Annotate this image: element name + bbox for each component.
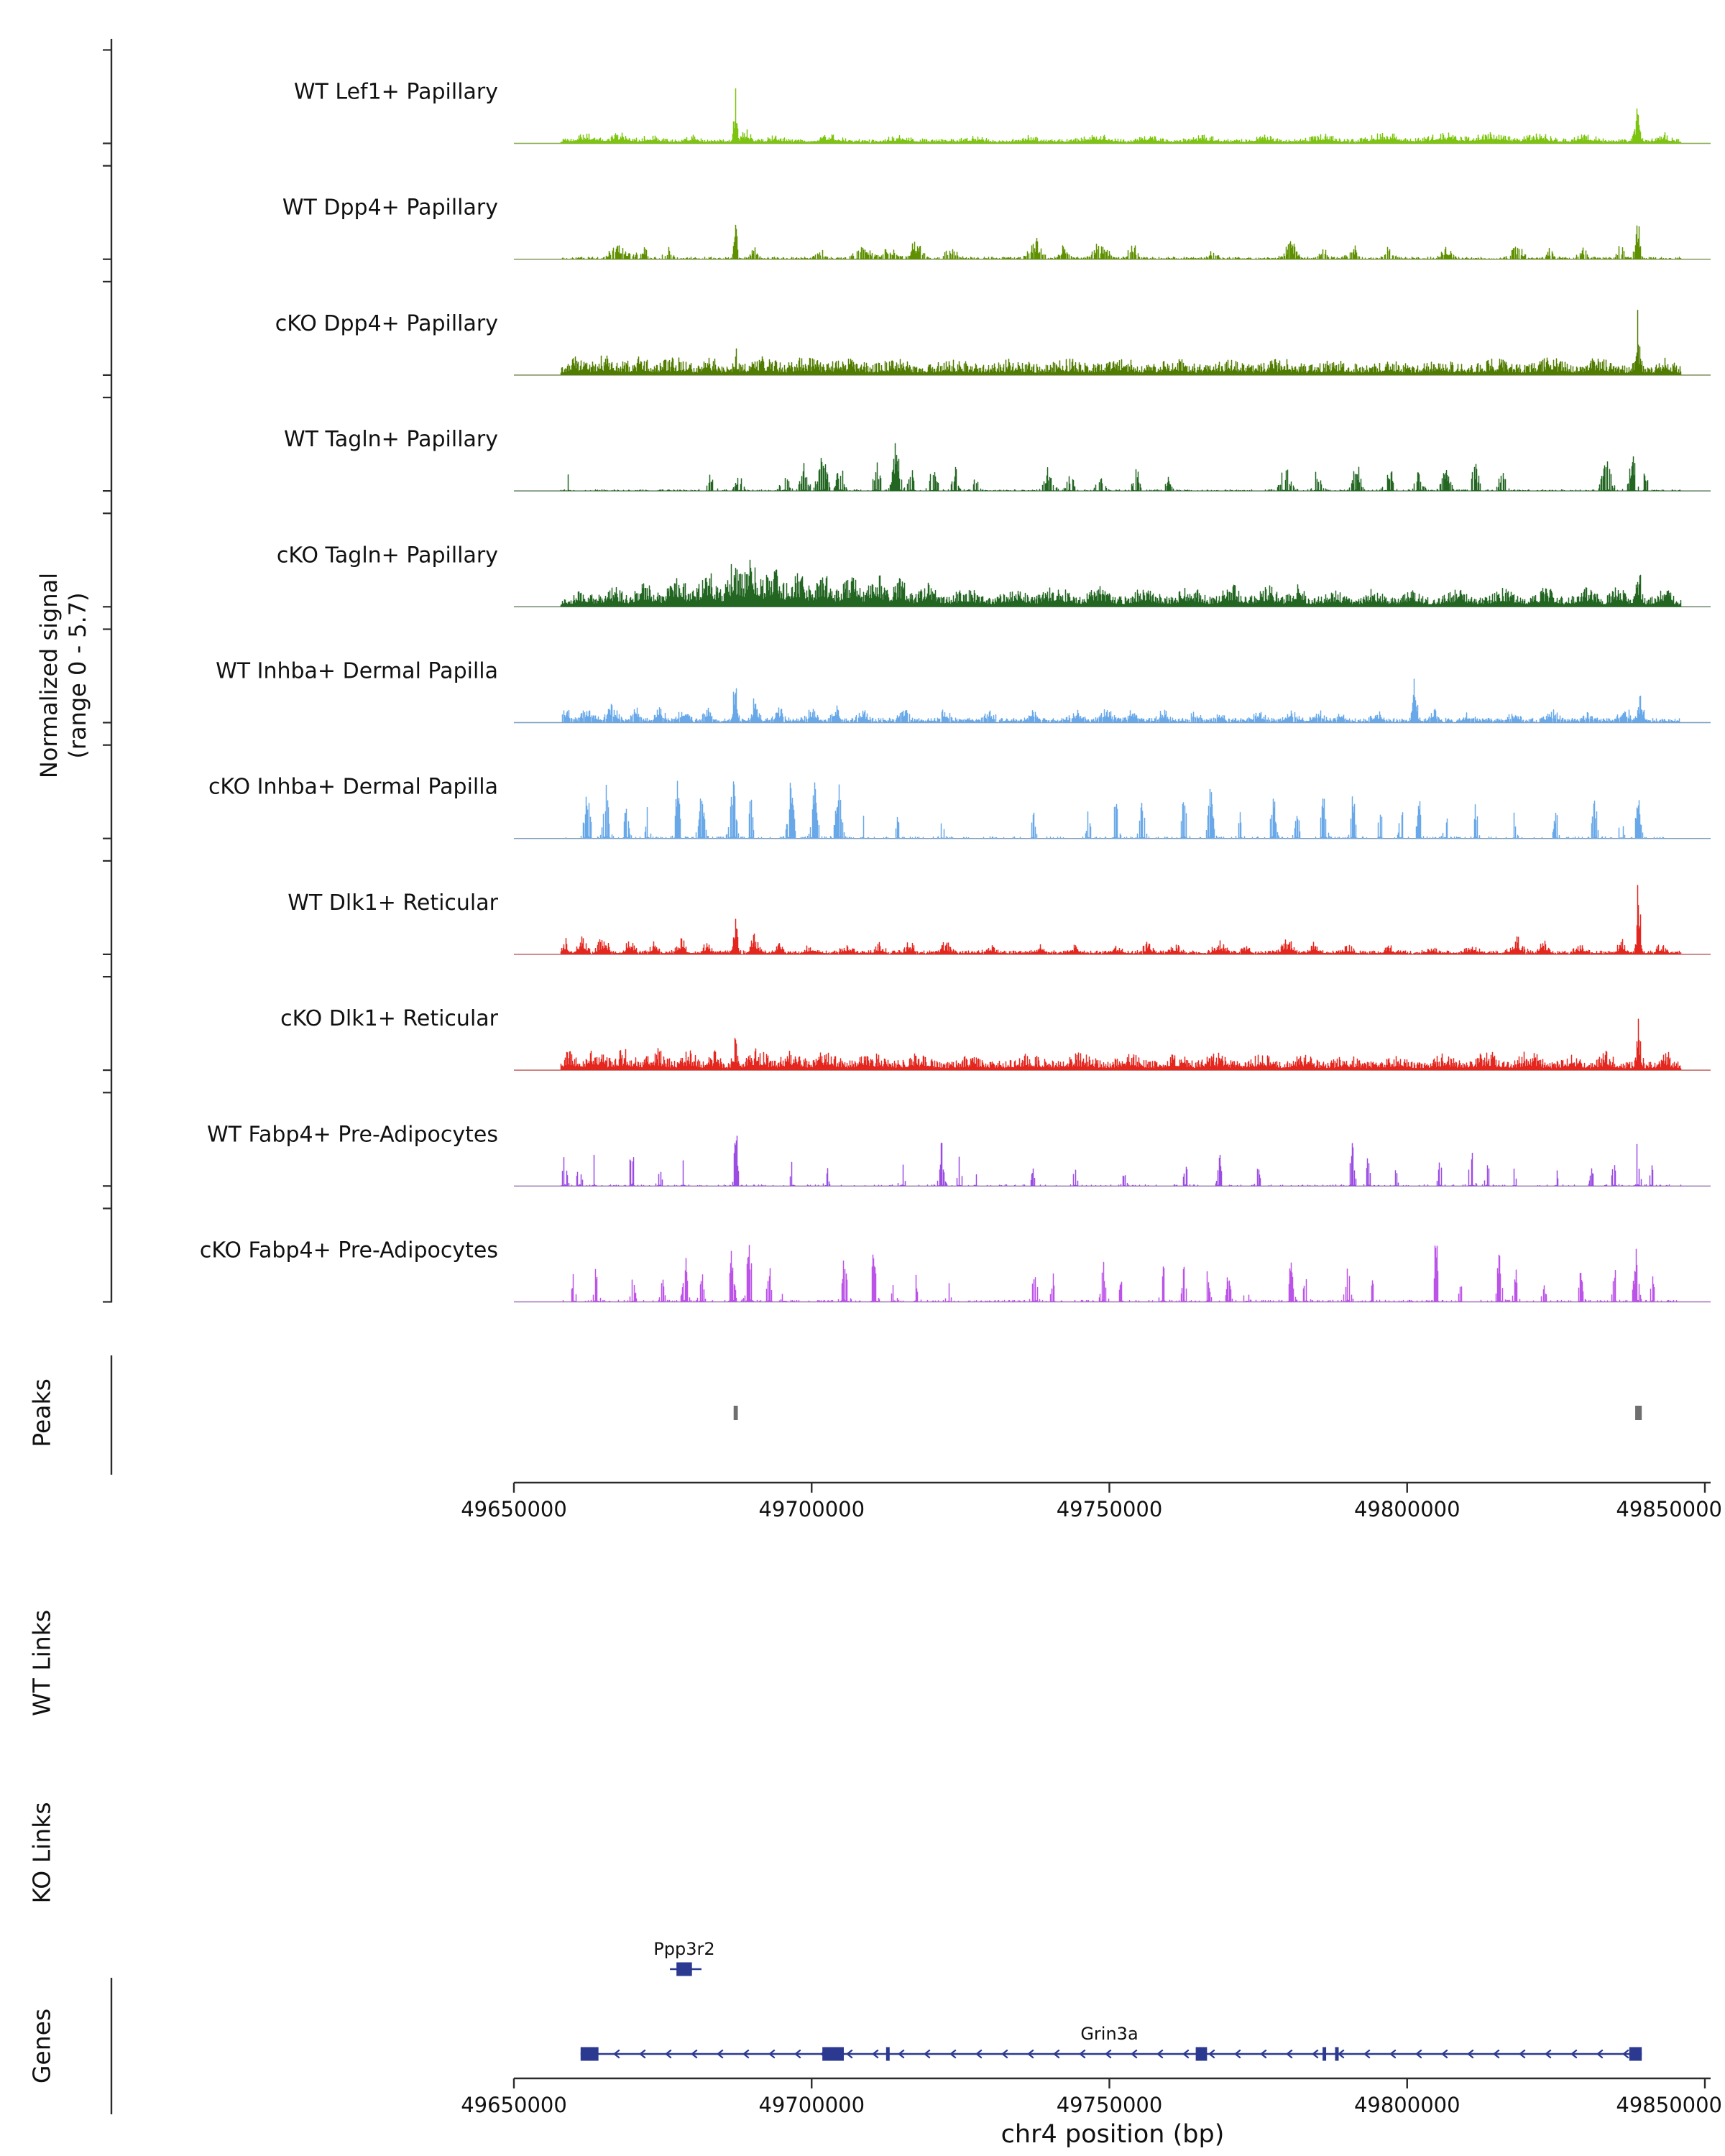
gene-exon xyxy=(1322,2047,1327,2061)
strand-arrow-icon xyxy=(1156,2049,1164,2059)
track-signal xyxy=(514,1135,1711,1187)
strand-arrow-icon xyxy=(1596,2049,1604,2059)
track-label: WT Fabp4+ Pre-Adipocytes xyxy=(207,1122,498,1147)
gene-label: Ppp3r2 xyxy=(653,1939,714,1959)
strand-arrow-icon xyxy=(872,2049,879,2059)
strand-arrow-icon xyxy=(1001,2049,1008,2059)
gene-label: Grin3a xyxy=(1080,2024,1138,2044)
gene-ppp3r2: Ppp3r2 xyxy=(653,1939,715,1976)
strand-arrow-icon xyxy=(1519,2049,1526,2059)
track-label: cKO Dpp4+ Papillary xyxy=(275,311,498,336)
strand-arrow-icon xyxy=(975,2049,983,2059)
x-tick-label: 49750000 xyxy=(1057,1497,1163,1521)
peak-mark xyxy=(733,1406,738,1420)
strand-arrow-icon xyxy=(691,2049,698,2059)
track-signal xyxy=(514,310,1711,376)
strand-arrow-icon xyxy=(717,2049,724,2059)
track-signal xyxy=(514,224,1711,259)
strand-arrow-icon xyxy=(1441,2049,1448,2059)
x-tick-label: 49850000 xyxy=(1616,2093,1722,2117)
track-label: WT Tagln+ Papillary xyxy=(284,427,498,452)
strand-arrow-icon xyxy=(949,2049,957,2059)
strand-arrow-icon xyxy=(1493,2049,1500,2059)
strand-arrow-icon xyxy=(924,2049,931,2059)
track-signal xyxy=(514,780,1711,839)
strand-arrow-icon xyxy=(1234,2049,1241,2059)
track-signal xyxy=(514,443,1711,492)
strand-arrow-icon xyxy=(1286,2049,1293,2059)
gene-exon xyxy=(676,1962,692,1976)
track-signal xyxy=(514,559,1711,607)
x-tick-label: 49650000 xyxy=(461,2093,567,2117)
strand-arrow-icon xyxy=(898,2049,905,2059)
gene-exon xyxy=(1195,2047,1208,2061)
gene-exon xyxy=(1335,2047,1339,2061)
track-label: cKO Dlk1+ Reticular xyxy=(280,1006,499,1031)
track-label: WT Lef1+ Papillary xyxy=(294,80,498,105)
strand-arrow-icon xyxy=(1363,2049,1371,2059)
track-signal xyxy=(514,1245,1711,1302)
track-label: cKO Fabp4+ Pre-Adipocytes xyxy=(200,1238,498,1263)
peak-mark xyxy=(1635,1406,1642,1420)
track-label: WT Dlk1+ Reticular xyxy=(288,890,498,916)
x-tick-label: 49800000 xyxy=(1354,2093,1460,2117)
track-label: cKO Tagln+ Papillary xyxy=(277,543,498,568)
x-tick-label: 49700000 xyxy=(758,1497,865,1521)
x-axis-title: chr4 position (bp) xyxy=(1000,2120,1225,2149)
x-tick-label: 49650000 xyxy=(461,1497,567,1521)
strand-arrow-icon xyxy=(665,2049,672,2059)
x-tick-label: 49850000 xyxy=(1616,1497,1722,1521)
strand-arrow-icon xyxy=(1260,2049,1267,2059)
track-signal xyxy=(514,678,1711,723)
strand-arrow-icon xyxy=(1312,2049,1319,2059)
strand-arrow-icon xyxy=(1131,2049,1138,2059)
strand-arrow-icon xyxy=(1105,2049,1112,2059)
strand-arrow-icon xyxy=(1182,2049,1190,2059)
strand-arrow-icon xyxy=(742,2049,750,2059)
track-label: cKO Inhba+ Dermal Papilla xyxy=(208,775,498,800)
x-tick-label: 49800000 xyxy=(1354,1497,1460,1521)
gene-exon xyxy=(1629,2047,1642,2061)
strand-arrow-icon xyxy=(1467,2049,1474,2059)
gene-exon xyxy=(822,2047,844,2061)
strand-arrow-icon xyxy=(1208,2049,1215,2059)
strand-arrow-icon xyxy=(639,2049,646,2059)
strand-arrow-icon xyxy=(1053,2049,1060,2059)
track-label: WT Dpp4+ Papillary xyxy=(282,195,498,221)
track-label: WT Inhba+ Dermal Papilla xyxy=(216,659,498,684)
strand-arrow-icon xyxy=(1027,2049,1034,2059)
gene-grin3a: Grin3a xyxy=(580,2024,1642,2061)
track-signal xyxy=(514,1018,1711,1071)
strand-arrow-icon xyxy=(768,2049,776,2059)
gene-exon xyxy=(886,2047,890,2061)
strand-arrow-icon xyxy=(794,2049,801,2059)
strand-arrow-icon xyxy=(1079,2049,1086,2059)
gene-exon xyxy=(580,2047,599,2061)
strand-arrow-icon xyxy=(1338,2049,1345,2059)
strand-arrow-icon xyxy=(613,2049,620,2059)
track-signal xyxy=(514,88,1711,144)
strand-arrow-icon xyxy=(1545,2049,1552,2059)
strand-arrow-icon xyxy=(1622,2049,1629,2059)
track-signal xyxy=(514,885,1711,955)
strand-arrow-icon xyxy=(1570,2049,1578,2059)
strand-arrow-icon xyxy=(1415,2049,1422,2059)
strand-arrow-icon xyxy=(1389,2049,1397,2059)
strand-arrow-icon xyxy=(846,2049,853,2059)
x-tick-label: 49700000 xyxy=(758,2093,865,2117)
x-tick-label: 49750000 xyxy=(1057,2093,1163,2117)
